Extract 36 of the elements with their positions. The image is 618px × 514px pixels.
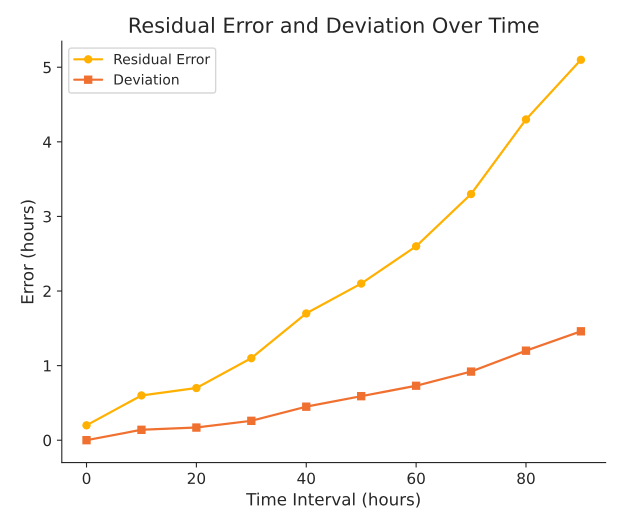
y-axis-title: Error (hours) bbox=[20, 200, 36, 304]
x-axis-title: Time Interval (hours) bbox=[246, 492, 420, 508]
legend-label: Deviation bbox=[114, 74, 178, 85]
x-tick-label: 80 bbox=[517, 472, 535, 484]
chart-title: Residual Error and Deviation Over Time bbox=[130, 16, 539, 34]
point bbox=[357, 392, 366, 400]
y-tick-label: 2 bbox=[43, 285, 51, 297]
point bbox=[137, 426, 146, 434]
point bbox=[412, 382, 420, 390]
y-tick-label: 4 bbox=[43, 136, 52, 148]
point bbox=[192, 423, 201, 432]
point bbox=[82, 436, 91, 444]
point bbox=[412, 242, 420, 250]
x-tick-label: 0 bbox=[82, 472, 90, 484]
point bbox=[576, 56, 586, 64]
point bbox=[522, 346, 530, 355]
point bbox=[302, 309, 310, 318]
x-tick-label: 40 bbox=[297, 472, 315, 484]
y-tick-label: 3 bbox=[44, 210, 51, 222]
y-tick-label: 1 bbox=[44, 360, 51, 372]
point bbox=[576, 327, 586, 336]
point bbox=[466, 190, 476, 198]
point bbox=[192, 384, 201, 392]
point bbox=[522, 115, 530, 124]
y-tick-label: 5 bbox=[44, 62, 51, 74]
point bbox=[302, 402, 310, 411]
point bbox=[247, 354, 256, 362]
point bbox=[357, 279, 366, 288]
point bbox=[466, 367, 476, 376]
point bbox=[247, 416, 256, 425]
point bbox=[82, 421, 91, 430]
point bbox=[137, 391, 146, 400]
x-tick-label: 60 bbox=[407, 472, 425, 484]
legend-label: Residual Error bbox=[114, 54, 210, 64]
y-tick-label: 0 bbox=[43, 434, 52, 446]
x-tick-label: 20 bbox=[188, 472, 206, 484]
